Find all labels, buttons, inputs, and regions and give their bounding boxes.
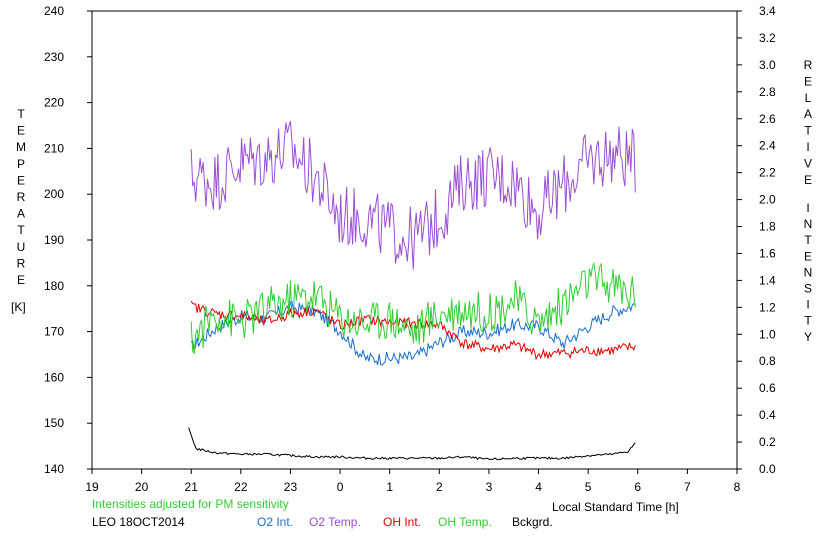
- right-label-letter: S: [804, 282, 812, 296]
- right-label-letter: T: [804, 233, 812, 247]
- series-o2-temp: [190, 121, 636, 270]
- station-label: LEO 18OCT2014: [92, 515, 185, 529]
- right-tick-label: 0.6: [759, 381, 776, 395]
- series-bckgrd: [188, 427, 636, 461]
- right-tick-label: 2.4: [759, 139, 776, 153]
- right-tick-label: 2.6: [759, 112, 776, 126]
- right-label-letter: R: [804, 58, 813, 72]
- right-tick-label: 2.0: [759, 193, 776, 207]
- legend-entry: Bckgrd.: [512, 515, 553, 529]
- left-label-letter: T: [17, 107, 25, 121]
- x-tick-label: 2: [436, 480, 443, 494]
- x-tick-label: 8: [734, 480, 741, 494]
- left-axis-ticks: 140 150 160 170 180 190 200 210 220 230 240: [44, 4, 92, 476]
- right-label-letter: Y: [804, 330, 812, 344]
- x-tick-label: 4: [535, 480, 542, 494]
- series-layer: [188, 121, 636, 461]
- left-label-letter: R: [17, 256, 26, 270]
- left-label-letter: R: [17, 190, 26, 204]
- right-tick-label: 3.2: [759, 31, 776, 45]
- right-label-letter: A: [804, 107, 812, 121]
- left-tick-label: 180: [44, 279, 64, 293]
- left-label-letter: T: [17, 223, 25, 237]
- left-label-letter: A: [17, 207, 25, 221]
- right-label-letter: V: [804, 156, 812, 170]
- legend: O2 Int. O2 Temp. OH Int. OH Temp. Bckgrd.: [257, 515, 553, 529]
- x-tick-label: 0: [337, 480, 344, 494]
- left-tick-label: 140: [44, 462, 64, 476]
- right-tick-label: 1.0: [759, 327, 776, 341]
- x-axis-label: Local Standard Time [h]: [552, 500, 679, 514]
- x-tick-label: 23: [284, 480, 298, 494]
- left-axis-unit: [K]: [11, 300, 26, 314]
- right-label-letter: E: [804, 74, 812, 88]
- right-axis-ticks: 0.0 0.2 0.4 0.6 0.8 1.0 1.2 1.4 1.6 1.8 2.0 2.2 2.4 2…: [737, 4, 776, 476]
- left-tick-label: 190: [44, 233, 64, 247]
- right-tick-label: 2.2: [759, 166, 776, 180]
- left-label-letter: E: [17, 124, 25, 138]
- series-o2-int: [190, 300, 636, 366]
- x-tick-label: 1: [386, 480, 393, 494]
- right-tick-label: 3.4: [759, 4, 776, 18]
- x-tick-label: 20: [135, 480, 149, 494]
- right-tick-label: 0.4: [759, 408, 776, 422]
- left-label-letter: P: [17, 157, 25, 171]
- left-tick-label: 160: [44, 370, 64, 384]
- x-tick-label: 5: [585, 480, 592, 494]
- right-label-letter: N: [804, 217, 813, 231]
- series-oh-temp: [190, 261, 636, 355]
- right-label-letter: T: [804, 314, 812, 328]
- right-tick-label: 2.8: [759, 85, 776, 99]
- right-tick-label: 0.2: [759, 435, 776, 449]
- right-label-letter: E: [804, 173, 812, 187]
- left-label-letter: E: [17, 273, 25, 287]
- left-tick-label: 220: [44, 96, 64, 110]
- right-label-letter: E: [804, 249, 812, 263]
- left-label-letter: E: [17, 173, 25, 187]
- left-tick-label: 210: [44, 141, 64, 155]
- right-tick-label: 1.6: [759, 246, 776, 260]
- right-tick-label: 1.4: [759, 273, 776, 287]
- legend-entry: OH Temp.: [438, 515, 492, 529]
- left-tick-label: 230: [44, 50, 64, 64]
- x-tick-label: 7: [684, 480, 691, 494]
- right-label-letter: T: [804, 124, 812, 138]
- legend-entry: OH Int.: [383, 515, 421, 529]
- right-tick-label: 0.8: [759, 354, 776, 368]
- x-tick-label: 6: [634, 480, 641, 494]
- left-tick-label: 150: [44, 416, 64, 430]
- left-label-letter: U: [17, 240, 26, 254]
- right-tick-label: 1.8: [759, 220, 776, 234]
- right-tick-label: 0.0: [759, 462, 776, 476]
- right-label-letter: I: [806, 140, 809, 154]
- x-axis-ticks: 19 20 21 22 23 0 1 2 3 4 5 6 7 8: [85, 469, 741, 494]
- left-label-letter: M: [16, 140, 26, 154]
- left-tick-label: 200: [44, 187, 64, 201]
- right-tick-label: 1.2: [759, 300, 776, 314]
- x-tick-label: 22: [234, 480, 248, 494]
- x-tick-label: 3: [486, 480, 493, 494]
- right-label-letter: I: [806, 201, 809, 215]
- right-label-letter: N: [804, 265, 813, 279]
- right-label-letter: L: [805, 91, 812, 105]
- right-label-letter: I: [806, 298, 809, 312]
- right-tick-label: 3.0: [759, 58, 776, 72]
- left-tick-label: 240: [44, 4, 64, 18]
- left-tick-label: 170: [44, 325, 64, 339]
- legend-entry: O2 Temp.: [309, 515, 361, 529]
- x-tick-label: 21: [185, 480, 199, 494]
- legend-entry: O2 Int.: [257, 515, 293, 529]
- sensitivity-note: Intensities adjusted for PM sensitivity: [92, 497, 289, 511]
- x-tick-label: 19: [85, 480, 99, 494]
